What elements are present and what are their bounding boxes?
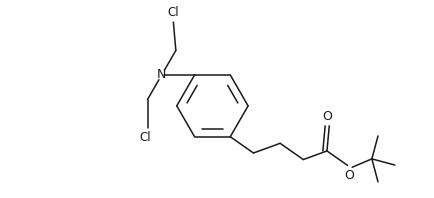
Text: N: N — [157, 69, 166, 81]
Text: Cl: Cl — [139, 131, 151, 144]
Text: Cl: Cl — [168, 6, 179, 19]
Text: O: O — [322, 110, 332, 123]
Text: O: O — [345, 168, 354, 182]
